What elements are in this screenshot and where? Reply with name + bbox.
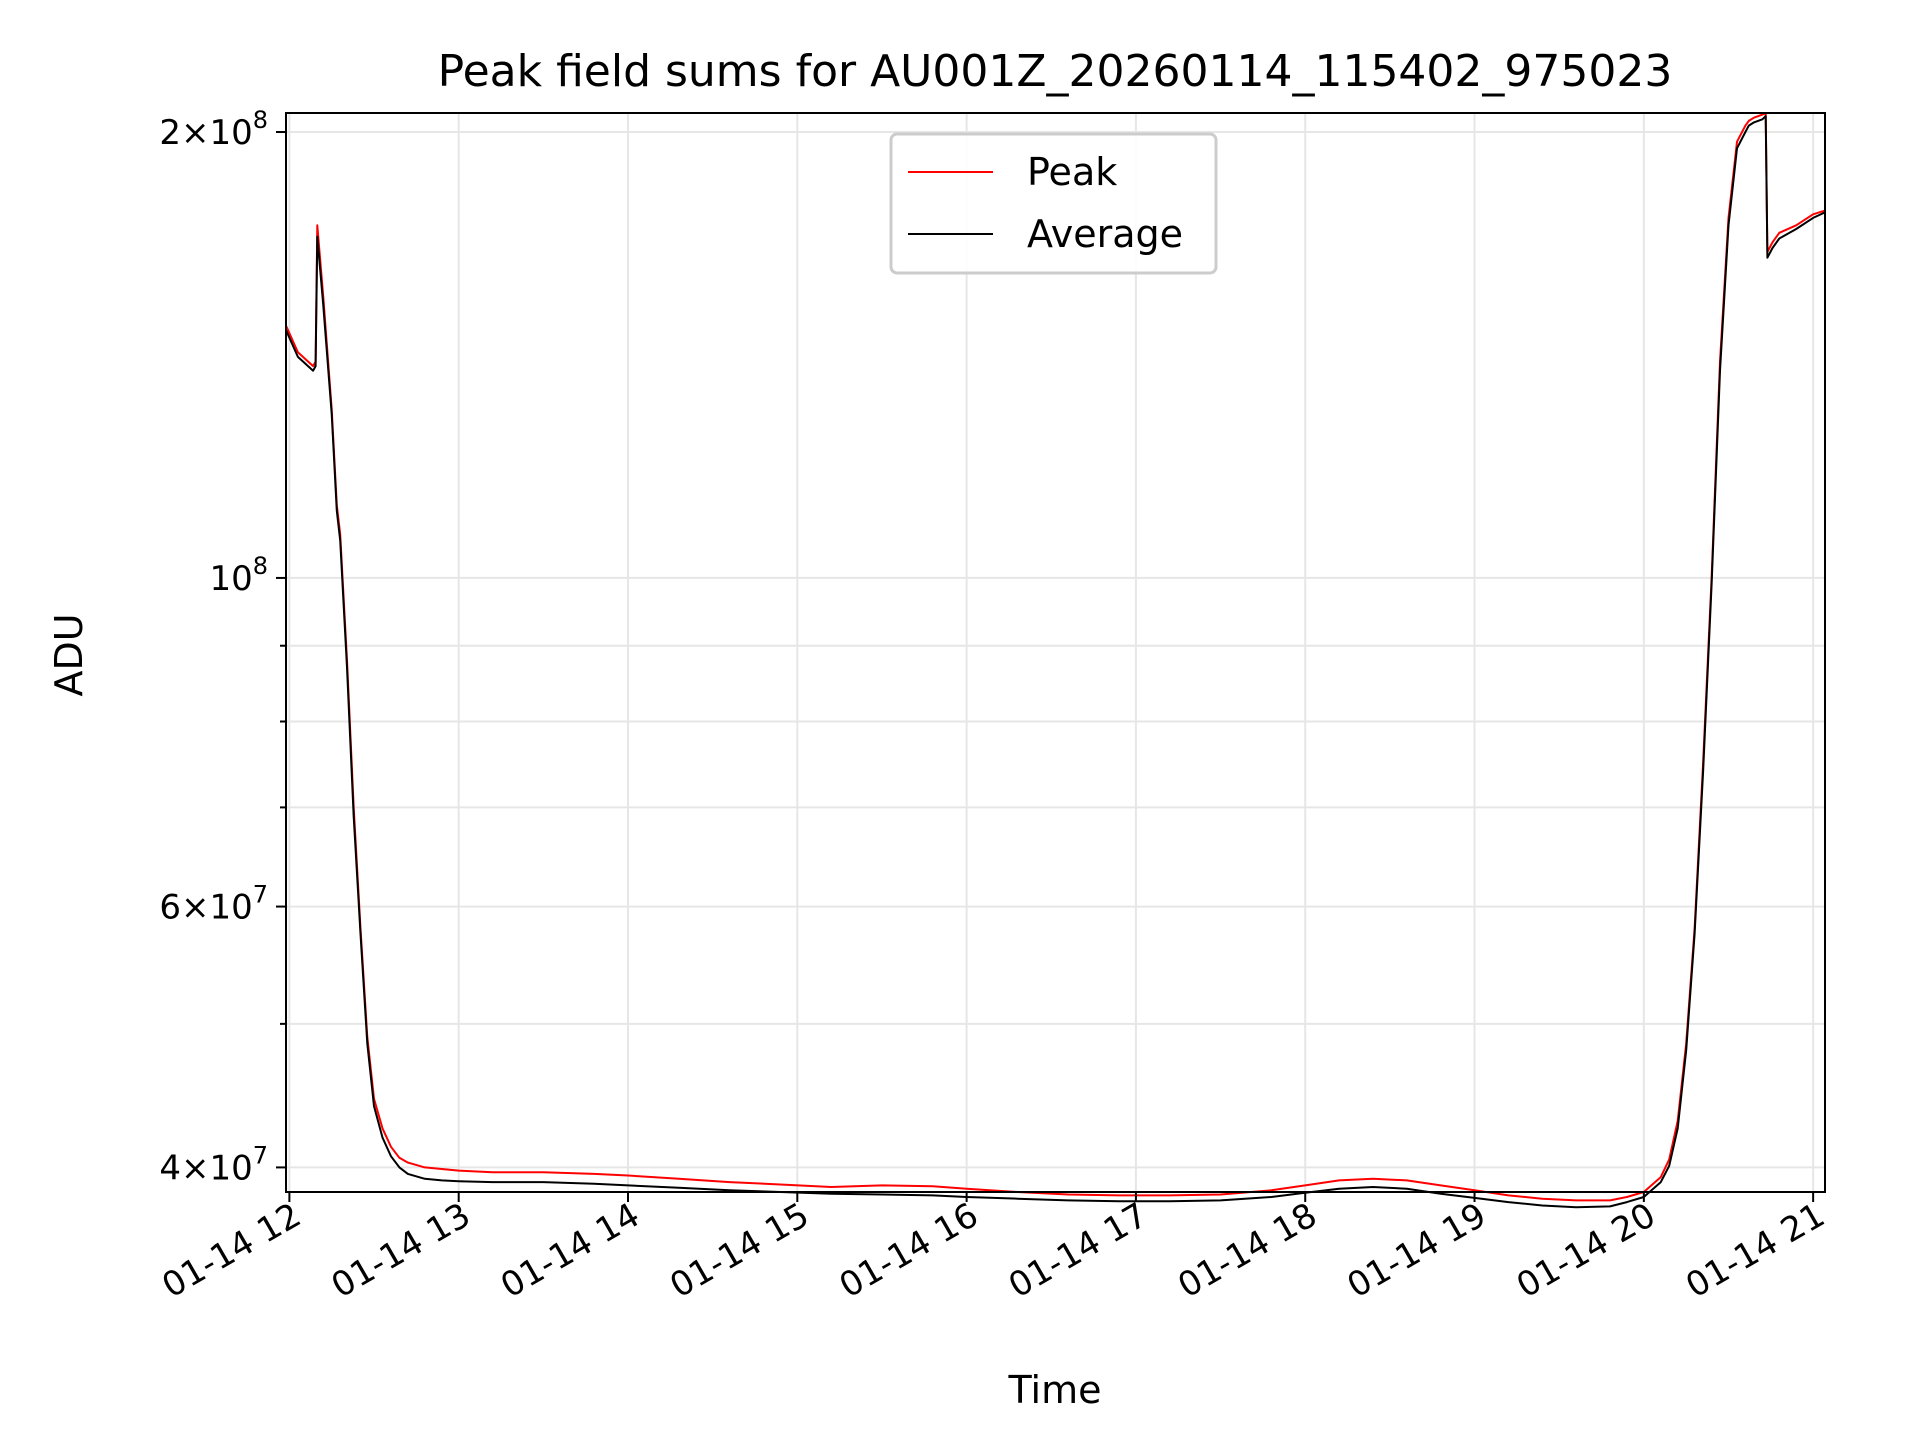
x-axis-label: Time: [1008, 1368, 1102, 1412]
y-tick-label: 2×108: [159, 106, 268, 153]
grid-layer: [286, 113, 1825, 1192]
series-line-average: [285, 115, 1826, 1209]
legend-label-peak: Peak: [1027, 150, 1117, 194]
chart-title: Peak field sums for AU001Z_20260114_1154…: [438, 46, 1673, 97]
y-tick-label: 6×107: [159, 881, 268, 928]
y-tick-label: 4×107: [159, 1141, 268, 1188]
plot-frame: [285, 112, 1826, 1193]
legend-label-average: Average: [1027, 212, 1183, 256]
y-axis-label: ADU: [47, 613, 91, 696]
legend: Peak Average: [889, 132, 1218, 275]
legend-box: [889, 132, 1218, 275]
y-tick-label: 108: [209, 552, 268, 599]
y-axis: 4×107 6×107 108 2×108: [159, 106, 286, 1188]
series-layer: [285, 112, 1826, 1209]
